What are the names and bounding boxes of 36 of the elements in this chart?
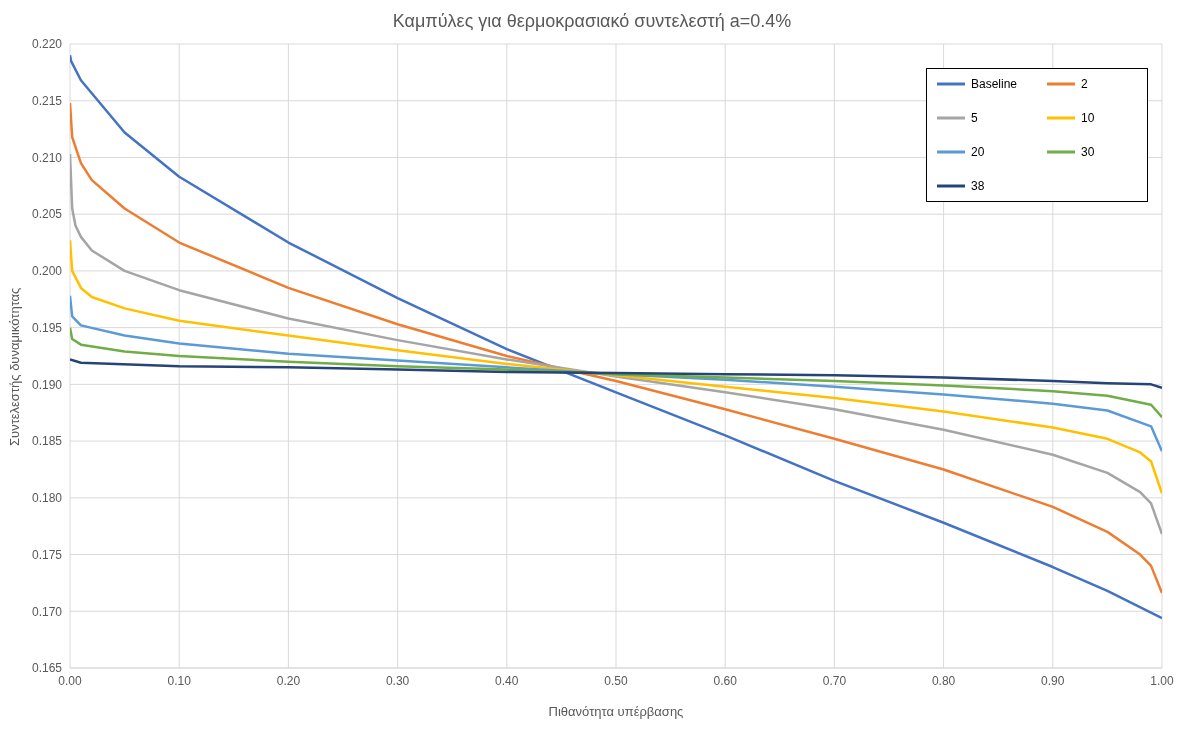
legend-label: 20 xyxy=(971,145,985,159)
x-tick-label: 0.70 xyxy=(822,673,847,688)
y-tick-label: 0.210 xyxy=(31,150,63,165)
legend-label: 2 xyxy=(1081,77,1088,91)
x-tick-label: 0.30 xyxy=(385,673,410,688)
legend-label: 30 xyxy=(1081,145,1095,159)
x-tick-label: 0.40 xyxy=(495,673,519,688)
y-tick-label: 0.190 xyxy=(31,377,63,392)
legend-label: 5 xyxy=(971,111,978,125)
y-tick-label: 0.185 xyxy=(31,434,63,449)
line-series xyxy=(70,239,1162,495)
chart-title: Καμπύλες για θερμοκρασιακό συντελεστή a=0.4% xyxy=(391,10,793,33)
y-tick-label: 0.205 xyxy=(31,207,63,222)
x-tick-label: 0.10 xyxy=(167,673,192,688)
x-axis-title: Πιθανότητα υπέρβασης xyxy=(548,704,684,719)
legend-label: Baseline xyxy=(971,77,1018,91)
x-tick-label: 0.00 xyxy=(58,673,82,688)
x-tick-label: 0.50 xyxy=(604,673,628,688)
x-tick-label: 0.90 xyxy=(1041,673,1065,688)
legend-label: 38 xyxy=(971,179,985,193)
y-tick-label: 0.200 xyxy=(31,264,63,279)
y-tick-label: 0.180 xyxy=(31,491,63,506)
x-tick-label: 0.20 xyxy=(276,673,301,688)
y-axis-title: Συντελεστής δυναμικότητας xyxy=(6,287,22,446)
legend-label: 10 xyxy=(1081,111,1095,125)
y-tick-label: 0.165 xyxy=(31,661,63,676)
x-tick-label: 1.00 xyxy=(1150,673,1174,688)
y-tick-label: 0.220 xyxy=(31,37,63,52)
y-tick-label: 0.175 xyxy=(31,547,63,562)
y-tick-label: 0.170 xyxy=(31,604,63,619)
x-tick-label: 0.60 xyxy=(713,673,738,688)
x-tick-label: 0.80 xyxy=(931,673,956,688)
line-series xyxy=(70,326,1162,419)
y-tick-label: 0.195 xyxy=(31,320,63,335)
y-tick-label: 0.215 xyxy=(31,93,63,108)
line-series xyxy=(70,358,1162,390)
